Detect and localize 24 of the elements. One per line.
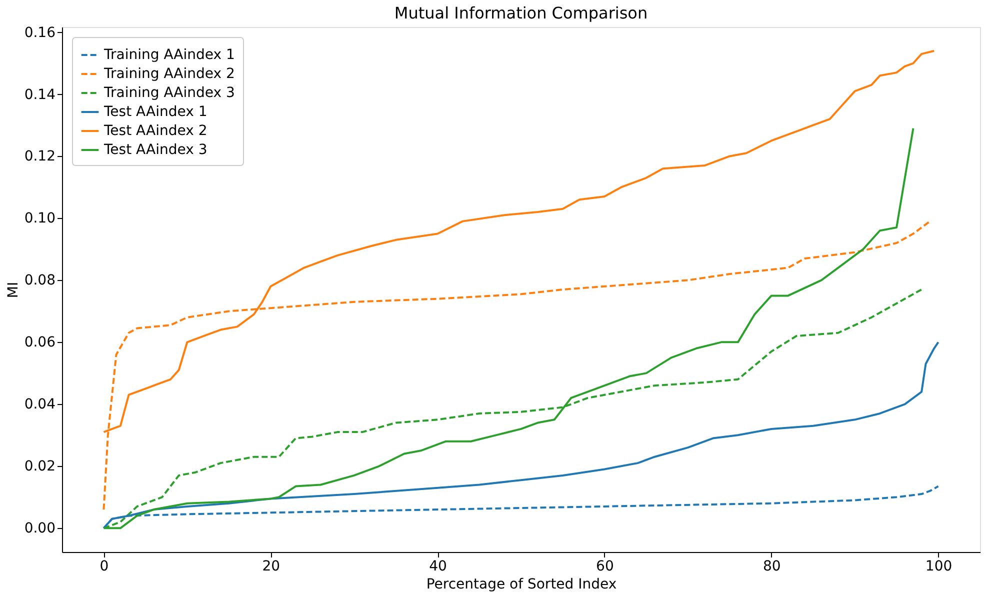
- y-tick-label: 0.12: [24, 148, 56, 165]
- x-tick-label: 0: [100, 558, 109, 574]
- x-tick-label: 100: [925, 558, 952, 574]
- x-tick-label: 80: [762, 558, 781, 574]
- y-tick-label: 0.04: [24, 396, 56, 413]
- x-tick-label: 60: [596, 558, 614, 574]
- chart-title: Mutual Information Comparison: [394, 3, 648, 22]
- legend-label: Test AAindex 2: [103, 123, 208, 139]
- x-tick-label: 40: [429, 558, 447, 574]
- y-tick-label: 0.10: [24, 210, 56, 227]
- legend-label: Test AAindex 3: [103, 142, 208, 158]
- y-tick-label: 0.14: [24, 86, 56, 103]
- legend-label: Training AAindex 2: [103, 66, 235, 82]
- y-tick-label: 0.16: [24, 24, 56, 41]
- y-tick-label: 0.02: [24, 458, 56, 475]
- y-tick-label: 0.00: [24, 520, 56, 537]
- y-tick-label: 0.06: [24, 334, 56, 351]
- x-tick-label: 20: [262, 558, 280, 574]
- legend-label: Test AAindex 1: [103, 104, 208, 120]
- legend-label: Training AAindex 3: [103, 85, 235, 101]
- y-axis-title: MI: [5, 282, 22, 298]
- legend-label: Training AAindex 1: [103, 47, 235, 63]
- x-axis-title: Percentage of Sorted Index: [426, 576, 617, 592]
- y-tick-label: 0.08: [24, 272, 56, 289]
